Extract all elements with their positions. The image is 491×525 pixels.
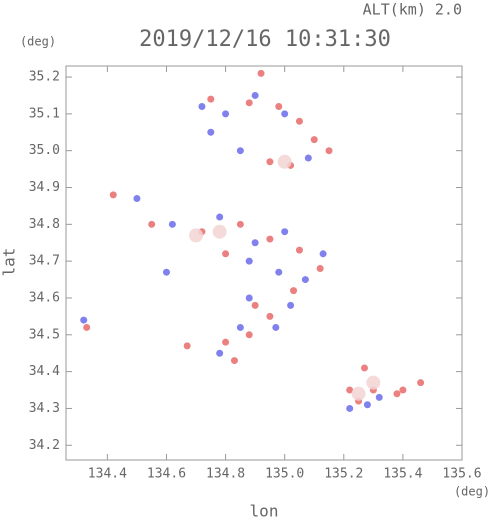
y-unit: (deg) <box>20 35 56 49</box>
chart-subtitle: ALT(km) 2.0 <box>363 1 462 19</box>
echo-point <box>222 110 230 118</box>
echo-point <box>245 294 253 302</box>
x-tick-label: 134.8 <box>206 467 245 482</box>
x-tick-label: 134.4 <box>88 467 127 482</box>
echo-point <box>277 154 292 169</box>
echo-point <box>198 103 206 111</box>
echo-point <box>148 220 156 228</box>
x-tick-label: 135.0 <box>265 467 304 482</box>
y-tick-label: 34.5 <box>29 327 60 342</box>
echo-point <box>207 95 215 103</box>
echo-point <box>417 379 425 387</box>
echo-point <box>325 147 333 155</box>
chart-title: 2019/12/16 10:31:30 <box>139 27 391 52</box>
echo-point <box>393 390 401 398</box>
x-tick-label: 134.6 <box>147 467 186 482</box>
echo-point <box>316 265 324 273</box>
echo-point <box>222 250 230 258</box>
echo-point <box>266 158 274 166</box>
echo-point <box>266 312 274 320</box>
echo-point <box>216 213 224 221</box>
echo-point <box>310 136 318 144</box>
echo-point <box>301 276 309 284</box>
y-tick-label: 34.3 <box>29 401 60 416</box>
y-tick-label: 34.8 <box>29 217 60 232</box>
echo-point <box>212 224 227 239</box>
echo-point <box>375 393 383 401</box>
echo-point <box>183 342 191 350</box>
echo-point <box>346 386 354 394</box>
echo-point <box>319 250 327 258</box>
echo-point <box>295 117 303 125</box>
echo-point <box>236 323 244 331</box>
y-tick-label: 34.6 <box>29 290 60 305</box>
echo-point <box>168 220 176 228</box>
echo-point <box>251 239 259 247</box>
echo-point <box>275 103 283 111</box>
echo-point <box>245 331 253 339</box>
x-tick-label: 135.6 <box>442 467 481 482</box>
echo-point <box>363 401 371 409</box>
echo-point <box>236 147 244 155</box>
echo-point <box>216 349 224 357</box>
echo-point <box>360 364 368 372</box>
echo-point <box>281 110 289 118</box>
echo-point <box>275 268 283 276</box>
echo-point <box>290 287 298 295</box>
y-tick-label: 34.4 <box>29 364 60 379</box>
y-tick-label: 34.9 <box>29 180 60 195</box>
echo-point <box>251 301 259 309</box>
y-axis-label: lat <box>0 248 19 277</box>
y-tick-label: 34.2 <box>29 438 60 453</box>
echo-point <box>366 375 381 390</box>
echo-point <box>83 323 91 331</box>
echo-point <box>207 128 215 136</box>
echo-point <box>251 91 259 99</box>
echo-point <box>109 191 117 199</box>
x-tick-label: 135.4 <box>383 467 422 482</box>
echo-point <box>304 154 312 162</box>
y-tick-label: 35.2 <box>29 70 60 85</box>
echo-point <box>245 99 253 107</box>
echo-point <box>222 338 230 346</box>
plot-frame <box>65 65 463 461</box>
echo-point <box>236 220 244 228</box>
echo-point <box>281 228 289 236</box>
echo-point <box>189 228 204 243</box>
echo-point <box>351 386 366 401</box>
echo-point <box>346 404 354 412</box>
echo-point <box>266 235 274 243</box>
x-unit: (deg) <box>454 485 490 499</box>
echo-point <box>272 323 280 331</box>
echo-point <box>230 357 238 365</box>
x-axis-label: lon <box>250 502 279 521</box>
echo-point <box>257 69 265 77</box>
echo-point <box>295 246 303 254</box>
y-tick-label: 35.0 <box>29 143 60 158</box>
echo-point <box>162 268 170 276</box>
echo-point <box>399 386 407 394</box>
x-tick-label: 135.2 <box>324 467 363 482</box>
echo-point <box>133 195 141 203</box>
echo-point <box>245 257 253 265</box>
y-tick-label: 34.7 <box>29 254 60 269</box>
echo-point <box>287 301 295 309</box>
y-tick-label: 35.1 <box>29 106 60 121</box>
echo-point <box>80 316 88 324</box>
